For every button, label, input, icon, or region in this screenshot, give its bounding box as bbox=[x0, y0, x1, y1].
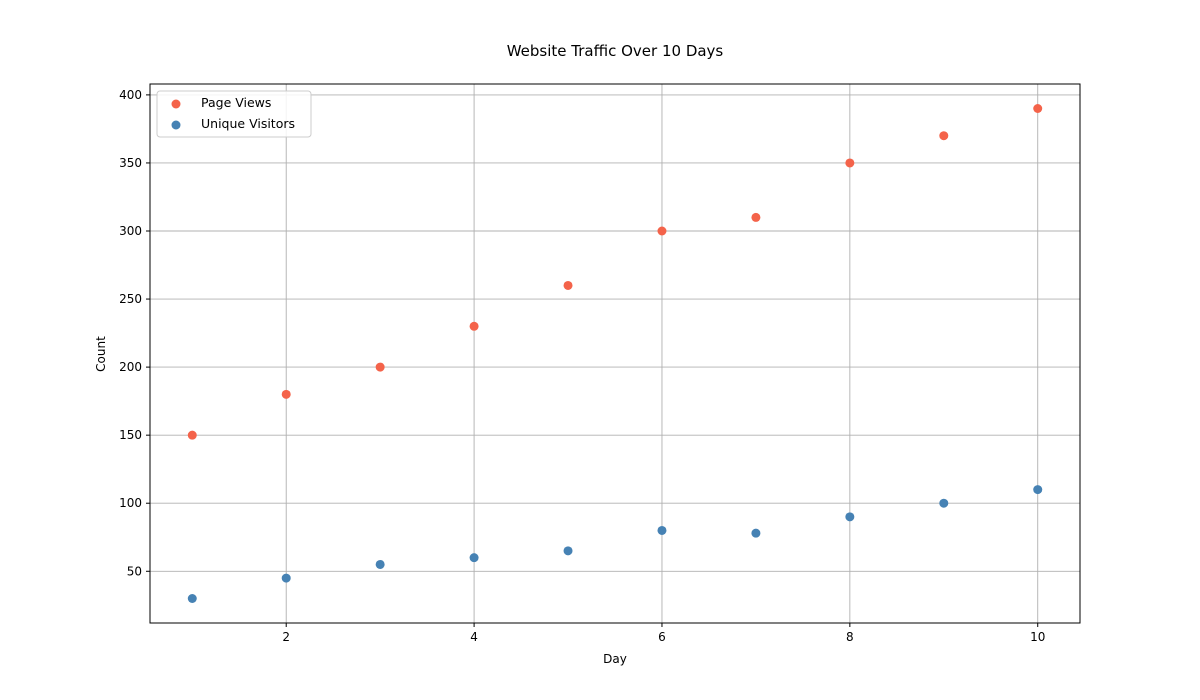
legend-box bbox=[156, 90, 312, 138]
y-axis-label: Count bbox=[94, 336, 108, 372]
x-tick-label: 10 bbox=[1030, 630, 1045, 644]
unique-visitors-point bbox=[939, 498, 949, 508]
page-views-point bbox=[281, 389, 291, 399]
unique-visitors-point bbox=[469, 553, 479, 563]
page-views-point bbox=[657, 226, 667, 236]
unique-visitors-point bbox=[1033, 485, 1043, 495]
y-tick-label: 350 bbox=[119, 156, 142, 170]
grid-layer bbox=[150, 84, 1080, 623]
x-tick-label: 6 bbox=[658, 630, 666, 644]
unique-visitors-point bbox=[845, 512, 855, 522]
page-views-point bbox=[1033, 104, 1043, 113]
plot-frame bbox=[149, 83, 1081, 624]
page-views-point bbox=[939, 131, 949, 141]
legend-label-unique-visitors: Unique Visitors bbox=[201, 116, 295, 131]
y-tick-label: 50 bbox=[127, 564, 142, 578]
y-tick-label: 250 bbox=[119, 292, 142, 306]
page-views-point bbox=[469, 321, 479, 331]
unique-visitors-point bbox=[281, 573, 291, 583]
x-axis-label: Day bbox=[603, 652, 627, 666]
y-tick-label: 100 bbox=[119, 496, 142, 510]
x-tick-label: 2 bbox=[282, 630, 290, 644]
page-views-point bbox=[375, 362, 385, 372]
unique-visitors-point bbox=[563, 546, 573, 556]
chart-title: Website Traffic Over 10 Days bbox=[507, 42, 724, 60]
page-views-point bbox=[845, 158, 855, 168]
ticks-layer: 2 4 6 8 10 50 100 150 200 250 300 350 400 bbox=[119, 88, 1045, 644]
unique-visitors-point bbox=[187, 594, 197, 603]
y-tick-label: 150 bbox=[119, 428, 142, 442]
y-tick-label: 400 bbox=[119, 88, 142, 102]
points-layer bbox=[187, 104, 1043, 603]
legend-marker-page-views bbox=[171, 99, 181, 109]
page-views-point bbox=[187, 430, 197, 440]
legend-marker-unique-visitors bbox=[171, 120, 181, 130]
x-tick-label: 4 bbox=[470, 630, 478, 644]
y-tick-label: 200 bbox=[119, 360, 142, 374]
unique-visitors-point bbox=[375, 559, 385, 569]
unique-visitors-point bbox=[657, 525, 667, 535]
page-views-point bbox=[563, 280, 573, 290]
legend-label-page-views: Page Views bbox=[201, 95, 271, 110]
legend: Page Views Unique Visitors bbox=[156, 90, 312, 138]
y-tick-label: 300 bbox=[119, 224, 142, 238]
x-tick-label: 8 bbox=[846, 630, 854, 644]
page-views-point bbox=[751, 212, 761, 222]
unique-visitors-point bbox=[751, 528, 761, 538]
